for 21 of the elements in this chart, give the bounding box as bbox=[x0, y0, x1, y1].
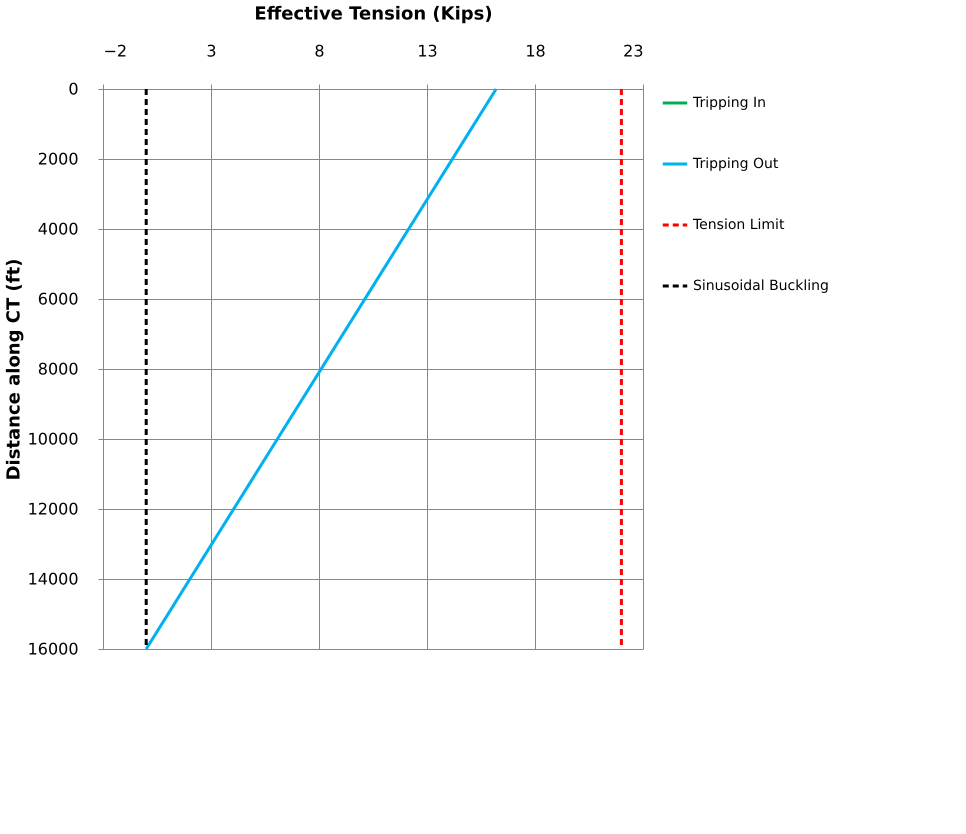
x-tick-label: −2 bbox=[104, 42, 128, 60]
y-tick-label: 0 bbox=[68, 80, 78, 98]
x-tick-label: 8 bbox=[314, 42, 325, 60]
legend-label: Tripping Out bbox=[692, 156, 779, 172]
legend-label: Tripping In bbox=[692, 95, 766, 111]
y-tick-label: 10000 bbox=[28, 430, 78, 448]
y-tick-label: 2000 bbox=[38, 150, 78, 168]
y-tick-label: 4000 bbox=[38, 220, 78, 238]
x-tick-label: 23 bbox=[623, 42, 644, 60]
y-tick-label: 14000 bbox=[28, 570, 78, 588]
x-tick-label: 13 bbox=[417, 42, 438, 60]
x-tick-label: 18 bbox=[525, 42, 546, 60]
y-axis-title: Distance along CT (ft) bbox=[4, 258, 25, 480]
y-tick-label: 8000 bbox=[38, 360, 78, 378]
y-tick-label: 12000 bbox=[28, 500, 78, 518]
x-axis-title: Effective Tension (Kips) bbox=[254, 4, 493, 24]
x-tick-label: 3 bbox=[206, 42, 217, 60]
y-tick-label: 16000 bbox=[28, 640, 78, 658]
legend-label: Tension Limit bbox=[692, 217, 785, 233]
y-tick-label: 6000 bbox=[38, 290, 78, 308]
legend-label: Sinusoidal Buckling bbox=[693, 278, 829, 294]
